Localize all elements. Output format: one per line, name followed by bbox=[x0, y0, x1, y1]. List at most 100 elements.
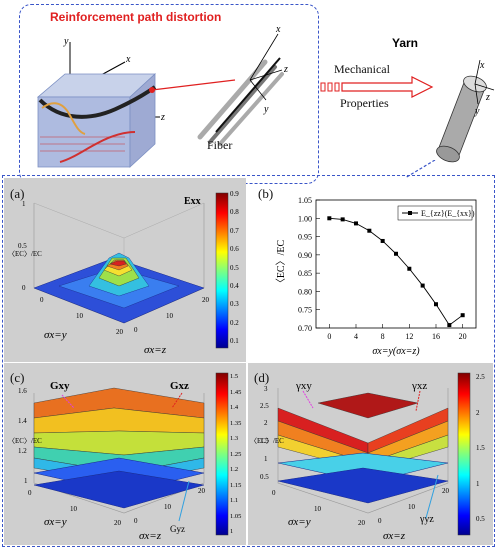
x-axis-label: σx=y(σx=z) bbox=[372, 346, 420, 357]
c-ytick-3: 20 bbox=[198, 487, 206, 495]
data-point bbox=[434, 302, 438, 307]
c-cbar-tick: 1.5 bbox=[230, 373, 239, 380]
series-line bbox=[329, 217, 463, 326]
d-xtick-3: 20 bbox=[358, 519, 366, 527]
x-tick-label: 12 bbox=[405, 332, 413, 341]
results-frame bbox=[2, 175, 495, 547]
y-tick-label: 0.75 bbox=[298, 306, 312, 315]
yarn-label: Yarn bbox=[392, 36, 419, 50]
fiber-axis-x: x bbox=[275, 24, 281, 35]
x-tick-label: 8 bbox=[381, 332, 385, 341]
panel-d-label-3: γyz bbox=[420, 514, 434, 525]
d-xaxis-label: σx=y bbox=[288, 516, 311, 528]
d-zlabel: 〈EC〉/EC bbox=[250, 437, 284, 445]
d-ztick-5: 1 bbox=[264, 455, 268, 463]
c-yaxis-label: σx=z bbox=[139, 530, 162, 542]
a-cbar-tick: 0.1 bbox=[230, 337, 239, 345]
fiber-path-black bbox=[38, 85, 157, 119]
y-tick-label: 0.70 bbox=[298, 324, 312, 333]
d-ztick-4: 1.5 bbox=[260, 437, 269, 445]
fiber-axis-y: y bbox=[263, 104, 269, 115]
d-yaxis-label: σx=z bbox=[383, 530, 406, 542]
c-cbar-tick: 1.4 bbox=[230, 404, 239, 411]
panel-c-tag: (c) bbox=[10, 370, 25, 385]
pointer-dot bbox=[149, 87, 155, 93]
c-ytick-2: 10 bbox=[164, 503, 172, 511]
panel-c-label-1: Gxy bbox=[50, 380, 70, 392]
panel-b-chart: 0.70 0.75 0.80 0.85 0.90 0.95 1.00 1.05 0 4 8 12 16 2… bbox=[275, 196, 477, 357]
panel-c-colorbar-ticks: 1.5 1.45 1.4 1.35 1.3 1.25 1.2 1.15 1.1 … bbox=[230, 373, 241, 535]
a-zlabel: 〈EC〉/EC bbox=[8, 250, 42, 258]
yarn-drawing: x z y bbox=[436, 60, 495, 163]
a-cbar-tick: 0.5 bbox=[230, 263, 239, 272]
data-point bbox=[394, 251, 398, 256]
c-ztick-3: 1.2 bbox=[18, 447, 27, 455]
c-cbar-tick: 1 bbox=[230, 528, 234, 535]
c-cbar-tick: 1.45 bbox=[230, 388, 242, 396]
a-xtick-1: 0 bbox=[40, 296, 44, 304]
panel-a-colorbar-ticks: 0.9 0.8 0.7 0.6 0.5 0.4 0.3 0.2 0.1 bbox=[230, 190, 239, 345]
d-cbar-tick: 2.5 bbox=[476, 373, 485, 381]
d-cbar-tick: 1.5 bbox=[476, 444, 485, 452]
d-cbar-tick: 0.5 bbox=[476, 515, 485, 523]
data-point bbox=[327, 216, 332, 221]
a-cbar-tick: 0.6 bbox=[230, 245, 239, 254]
panel-c-label-3: Gyz bbox=[170, 524, 185, 534]
legend-label: E_{zz}(E_{xx}) bbox=[421, 209, 475, 218]
axis-z-label: z bbox=[160, 112, 165, 123]
data-point bbox=[420, 283, 425, 288]
axis-x-label: x bbox=[125, 54, 131, 65]
c-cbar-tick: 1.05 bbox=[230, 512, 242, 520]
data-point bbox=[460, 313, 465, 318]
panel-a-tag: (a) bbox=[10, 186, 25, 201]
a-cbar-tick: 0.7 bbox=[230, 226, 239, 235]
data-point bbox=[354, 221, 358, 226]
axis-y-label: y bbox=[63, 36, 69, 47]
panel-a-surface: 1 0.5 0 〈EC〉/EC 0 10 20 0 10 20 σx=y σx=… bbox=[8, 192, 229, 356]
a-yaxis-label: σx=z bbox=[144, 344, 167, 356]
a-ytick-1: 0 bbox=[134, 326, 138, 334]
a-cbar-tick: 0.8 bbox=[230, 208, 239, 217]
c-cbar-tick: 1.15 bbox=[230, 481, 242, 489]
data-point bbox=[407, 266, 412, 271]
c-cbar-tick: 1.25 bbox=[230, 450, 242, 458]
c-xtick-2: 10 bbox=[70, 505, 78, 513]
d-ztick-6: 0.5 bbox=[260, 473, 269, 481]
y-axis-label: 〈EC〉/EC bbox=[275, 240, 287, 289]
arrow-label-bottom: Properties bbox=[340, 96, 389, 110]
plot-frame bbox=[315, 199, 477, 329]
d-xtick-2: 10 bbox=[314, 505, 322, 513]
c-cbar-tick: 1.2 bbox=[230, 466, 239, 473]
d-cbar-tick: 1 bbox=[476, 479, 480, 488]
panel-b-tag: (b) bbox=[258, 186, 274, 201]
d-ztick-2: 2.5 bbox=[260, 402, 269, 410]
schematic-title: Reinforcement path distortion bbox=[50, 10, 222, 24]
panel-c-label-2: Gxz bbox=[170, 380, 189, 392]
d-ztick-3: 2 bbox=[264, 419, 268, 427]
panel-d-surface: 3 2.5 2 1.5 1 0.5 〈EC〉/EC 0 10 20 0 10 2… bbox=[250, 372, 471, 542]
yarn-bottom bbox=[436, 145, 460, 163]
c-xtick-1: 0 bbox=[28, 489, 32, 497]
c-cbar-tick: 1.3 bbox=[230, 435, 239, 442]
data-point bbox=[447, 323, 452, 328]
x-tick-label: 0 bbox=[327, 332, 331, 341]
d-ytick-1: 0 bbox=[378, 517, 382, 525]
y-tick-label: 0.85 bbox=[298, 269, 312, 278]
data-point bbox=[367, 228, 372, 233]
schematic-drawing: y x z x z y bbox=[36, 24, 288, 168]
y-tick-label: 0.95 bbox=[298, 233, 312, 242]
fiber-path-orange bbox=[41, 102, 86, 135]
fiber-path-red bbox=[59, 131, 136, 163]
x-tick-label: 16 bbox=[432, 332, 440, 341]
a-ztick-2: 0.5 bbox=[18, 242, 27, 250]
legend-box bbox=[397, 205, 473, 221]
a-xaxis-label: σx=y bbox=[44, 329, 67, 341]
panel-d-label-2: γxz bbox=[412, 380, 428, 392]
yarn-axis-z: z bbox=[485, 92, 490, 103]
yarn-axis-x: x bbox=[479, 60, 485, 71]
d-cbar-tick: 2 bbox=[476, 408, 480, 417]
data-point bbox=[340, 217, 345, 222]
a-ytick-2: 10 bbox=[166, 312, 174, 320]
c-ztick-4: 1 bbox=[24, 477, 28, 485]
a-cbar-tick: 0.2 bbox=[230, 318, 239, 327]
